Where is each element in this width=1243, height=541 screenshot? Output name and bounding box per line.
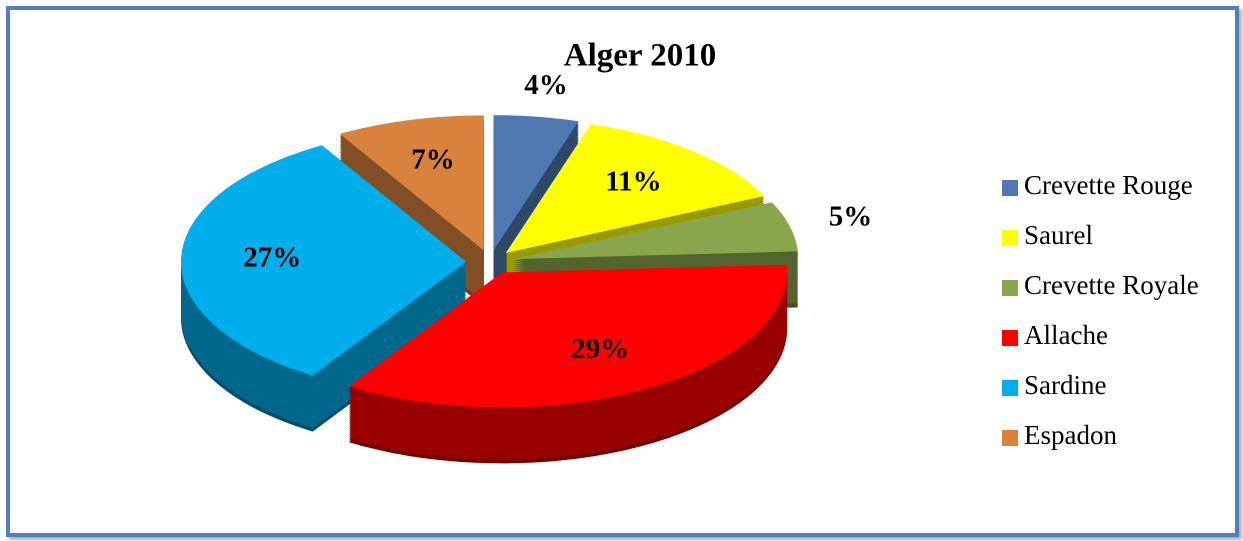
data-label: 29% xyxy=(571,333,629,365)
legend-swatch xyxy=(1002,280,1018,296)
chart-title: Alger 2010 xyxy=(564,38,716,74)
data-label: 7% xyxy=(411,143,455,175)
legend-label: Espadon xyxy=(1024,420,1117,450)
legend-swatch xyxy=(1002,430,1018,446)
data-label: 27% xyxy=(243,242,301,274)
slice-top xyxy=(513,202,798,260)
legend-label: Crevette Royale xyxy=(1024,270,1199,300)
slice-top xyxy=(339,115,484,251)
slice-top xyxy=(348,264,788,408)
pie-slice xyxy=(348,264,788,464)
legend-label: Crevette Rouge xyxy=(1024,170,1193,200)
slice-top xyxy=(505,124,765,253)
data-label: 11% xyxy=(605,166,661,198)
legend-swatch xyxy=(1002,180,1018,196)
legend-label: Sardine xyxy=(1024,370,1106,400)
legend-swatch xyxy=(1002,330,1018,346)
slice-top xyxy=(493,115,579,251)
pie-slice xyxy=(181,145,467,432)
legend-label: Allache xyxy=(1024,320,1108,350)
slice-top xyxy=(181,145,467,376)
data-label: 4% xyxy=(524,69,568,101)
legend-swatch xyxy=(1002,230,1018,246)
data-label: 5% xyxy=(829,201,873,233)
legend-label: Saurel xyxy=(1024,220,1093,250)
legend-swatch xyxy=(1002,380,1018,396)
